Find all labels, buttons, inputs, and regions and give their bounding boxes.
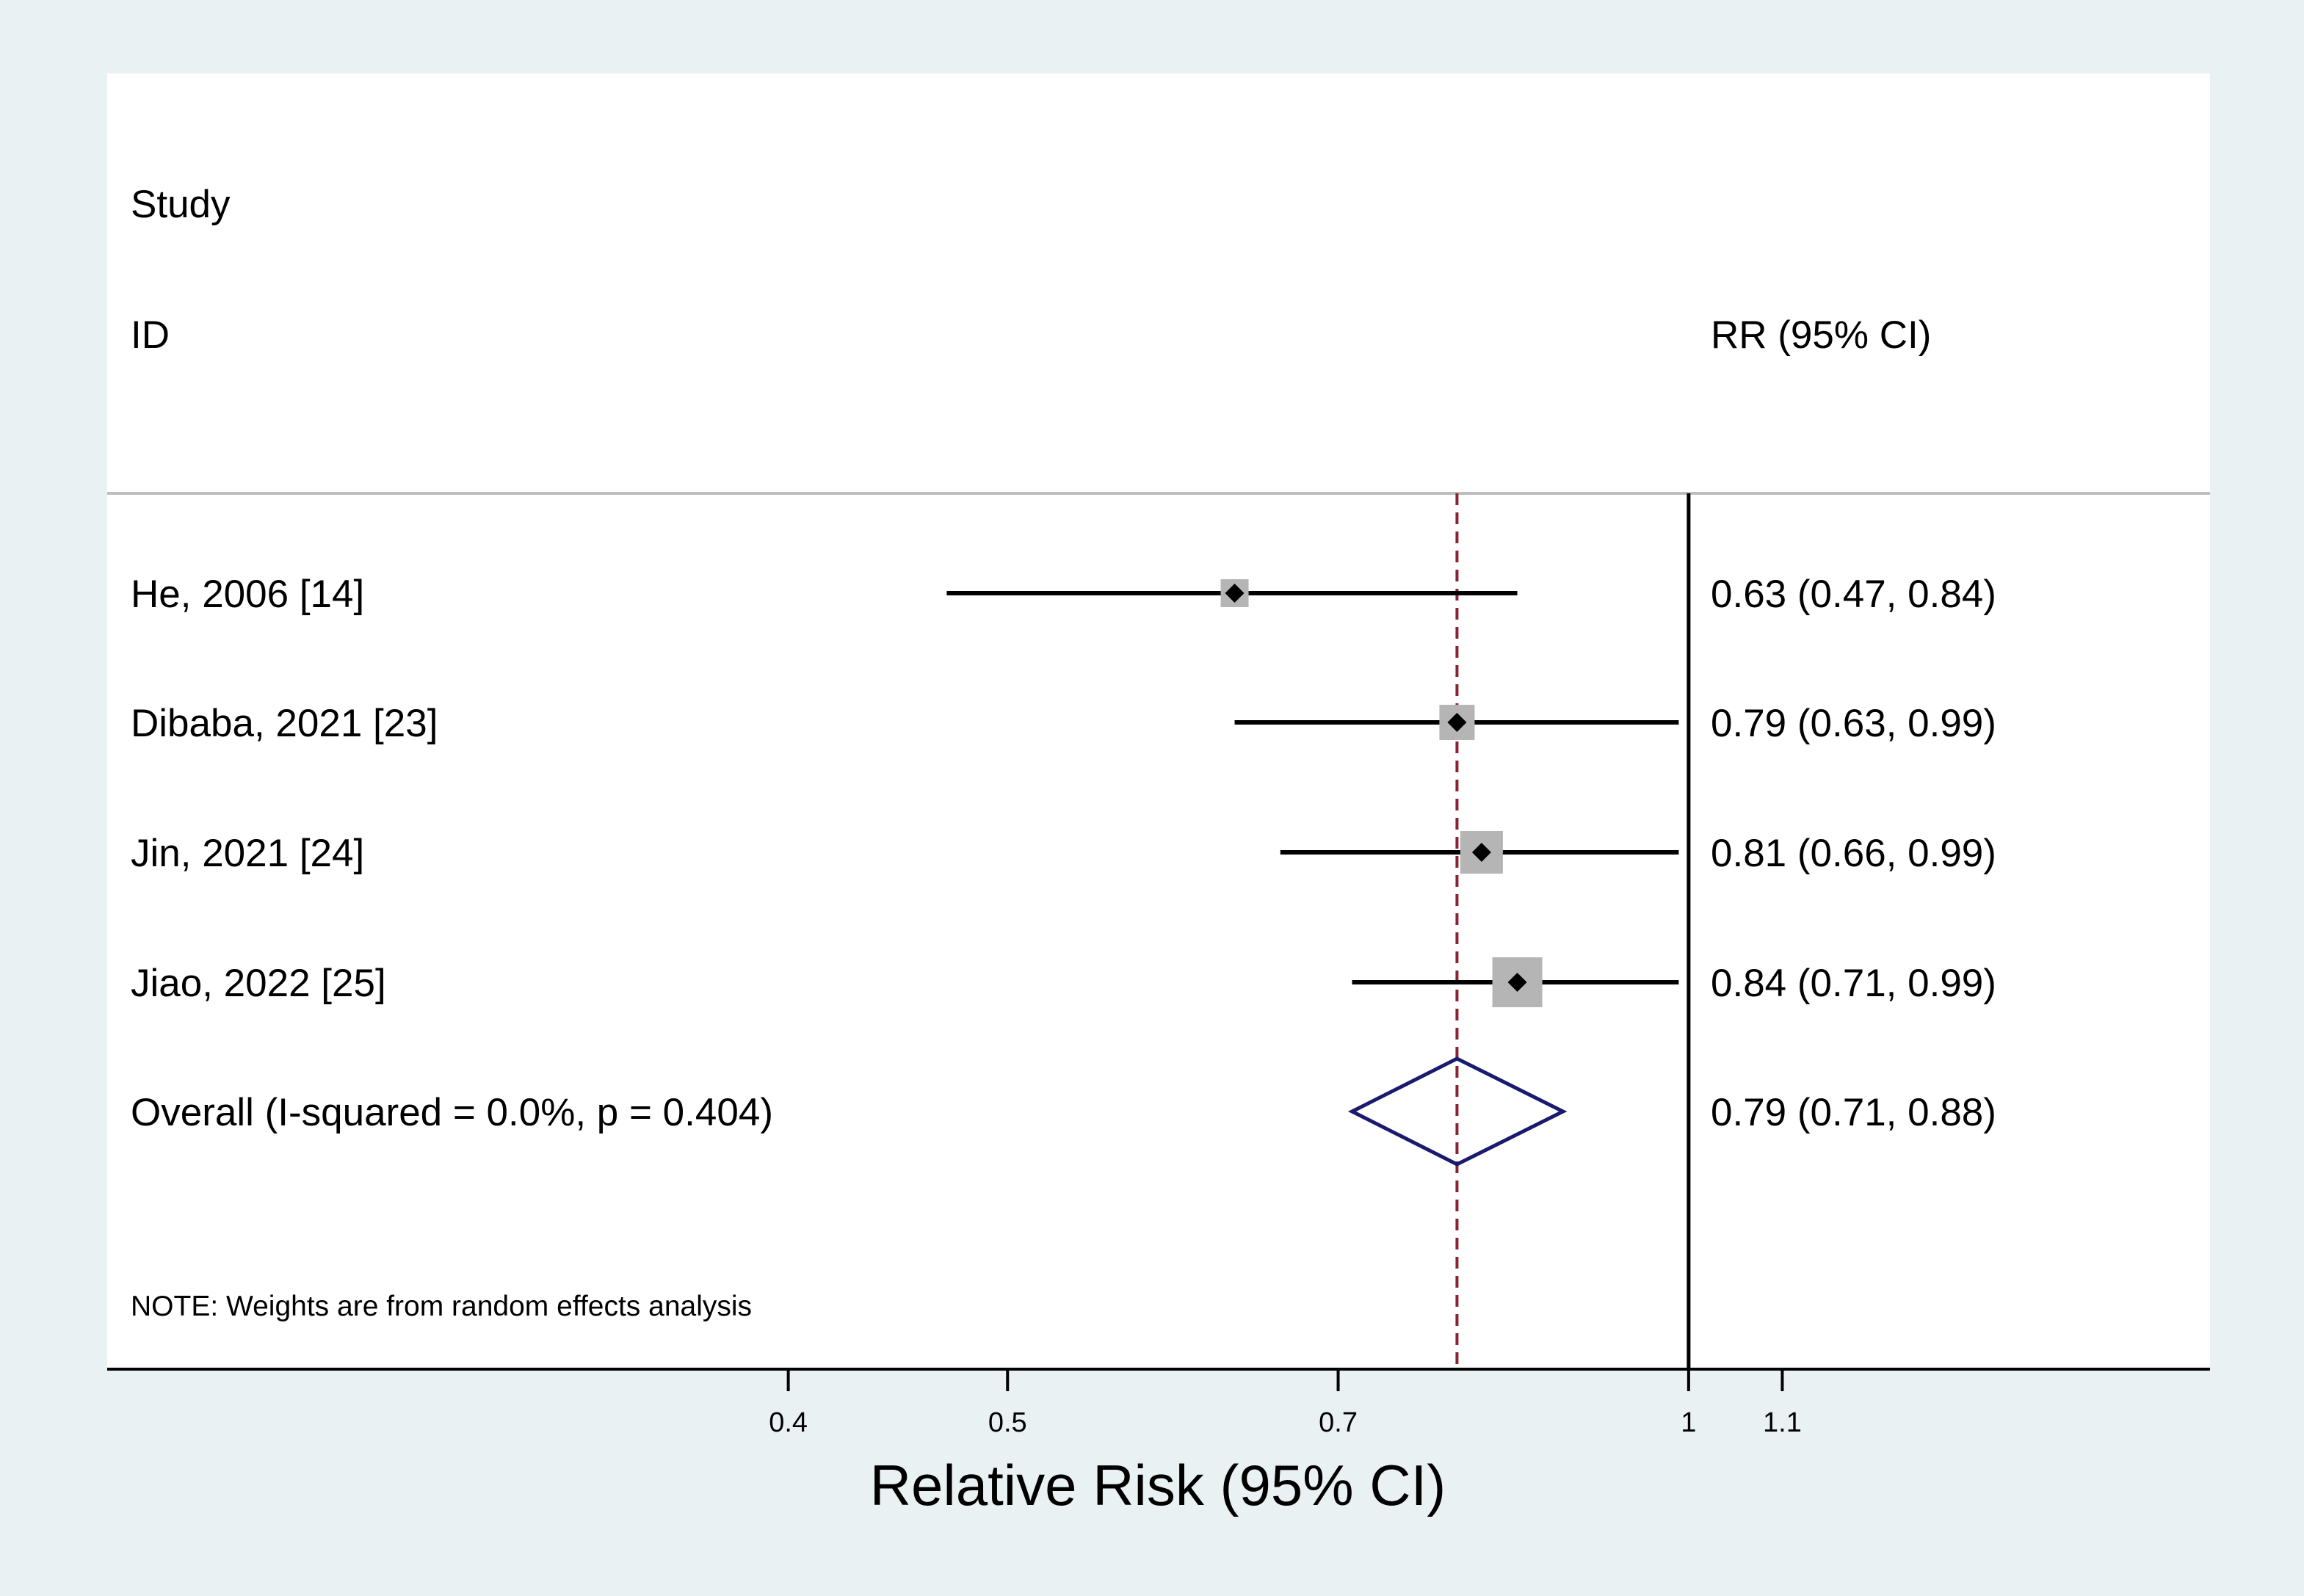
x-tick-label: 0.5 <box>988 1407 1027 1438</box>
header-rr: RR (95% CI) <box>1711 313 1931 357</box>
point-estimate-marker <box>1471 843 1491 862</box>
x-axis-label: Relative Risk (95% CI) <box>870 1453 1446 1517</box>
study-rr-text: 0.63 (0.47, 0.84) <box>1711 573 1996 616</box>
study-label: He, 2006 [14] <box>131 573 364 616</box>
note-text: NOTE: Weights are from random effects an… <box>131 1291 752 1322</box>
x-tick-label: 0.4 <box>769 1407 808 1438</box>
point-estimate-marker <box>1507 973 1527 992</box>
overall-label: Overall (I-squared = 0.0%, p = 0.404) <box>131 1091 773 1134</box>
plot-panel <box>107 73 2210 1369</box>
study-rr-text: 0.84 (0.71, 0.99) <box>1711 962 1996 1005</box>
study-label: Jin, 2021 [24] <box>131 832 364 875</box>
x-axis-ticks: 0.4 0.5 0.7 1 1.1 <box>769 1369 1802 1438</box>
overall-diamond <box>1347 1056 1568 1167</box>
x-tick-label: 1.1 <box>1763 1407 1802 1438</box>
point-estimate-marker <box>1225 584 1245 603</box>
study-label: Dibaba, 2021 [23] <box>131 702 438 745</box>
overall-rr-text: 0.79 (0.71, 0.88) <box>1711 1091 1996 1134</box>
forest-marks: He, 2006 [14] 0.63 (0.47, 0.84) Dibaba, 20… <box>131 493 1996 1369</box>
study-label: Jiao, 2022 [25] <box>131 962 386 1005</box>
study-rr-text: 0.81 (0.66, 0.99) <box>1711 832 1996 875</box>
header-id: ID <box>131 313 170 357</box>
x-tick-label: 1 <box>1681 1407 1696 1438</box>
header-study: Study <box>131 183 231 226</box>
x-tick-label: 0.7 <box>1319 1407 1358 1438</box>
study-rr-text: 0.79 (0.63, 0.99) <box>1711 702 1996 745</box>
point-estimate-marker <box>1447 713 1467 732</box>
